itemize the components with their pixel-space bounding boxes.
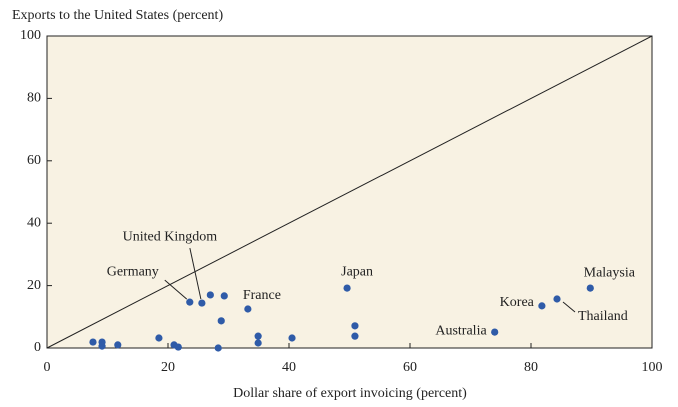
point-label: Korea	[500, 295, 535, 310]
x-tick-label: 80	[524, 360, 538, 375]
leader-line	[562, 301, 576, 313]
diagonal-line	[46, 35, 653, 349]
point-label: Thailand	[578, 309, 628, 324]
y-tick-label: 100	[20, 28, 41, 43]
point	[186, 298, 194, 306]
point-label: Australia	[435, 323, 487, 338]
point	[586, 284, 594, 292]
point	[538, 302, 546, 310]
y-tick-label: 40	[27, 215, 41, 230]
point-label: France	[243, 288, 281, 303]
x-tick-label: 20	[161, 360, 175, 375]
leader-line	[164, 279, 188, 300]
point	[206, 291, 214, 299]
point	[244, 305, 252, 313]
point	[217, 317, 225, 325]
point	[491, 328, 499, 336]
x-axis-title: Dollar share of export invoicing (percen…	[233, 386, 467, 401]
point-label: Japan	[341, 264, 373, 279]
point	[254, 332, 262, 340]
point	[114, 341, 122, 349]
y-axis-title: Exports to the United States (percent)	[12, 8, 223, 23]
point-label: United Kingdom	[123, 229, 218, 244]
y-tick-label: 60	[27, 153, 41, 168]
point	[288, 334, 296, 342]
point	[351, 322, 359, 330]
point-label: Malaysia	[584, 265, 636, 280]
y-tick-label: 80	[27, 91, 41, 106]
x-tick-label: 60	[403, 360, 417, 375]
point	[351, 332, 359, 340]
point	[198, 299, 206, 307]
point	[98, 342, 106, 350]
point	[254, 339, 262, 347]
point-label: Germany	[107, 264, 159, 279]
point	[174, 343, 182, 351]
x-tick-label: 100	[642, 360, 663, 375]
point	[343, 284, 351, 292]
x-tick-label: 0	[44, 360, 51, 375]
point	[220, 292, 228, 300]
y-tick-label: 0	[34, 340, 41, 355]
point	[214, 344, 222, 352]
y-tick-label: 20	[27, 278, 41, 293]
point	[155, 334, 163, 342]
point	[553, 295, 561, 303]
x-tick-label: 40	[282, 360, 296, 375]
point	[89, 338, 97, 346]
leader-line	[189, 247, 202, 300]
